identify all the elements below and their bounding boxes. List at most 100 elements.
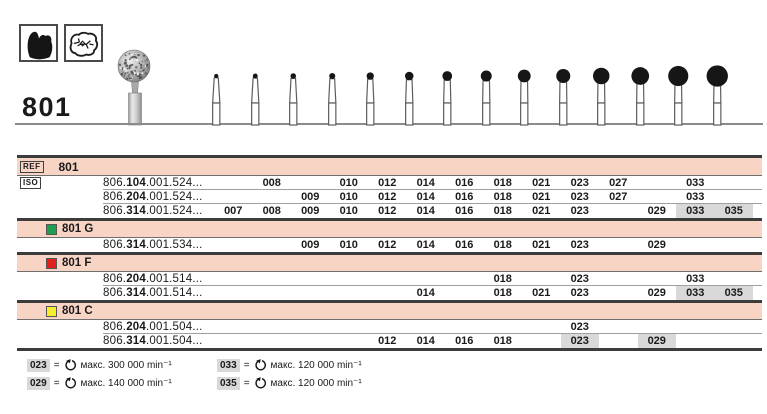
size-cell: 027 [609,191,628,203]
size-cell: 010 [339,205,358,217]
occlusal-surface-icon [69,31,99,57]
group-color-swatch [46,257,57,269]
legend-entry: 035 = макс. 120 000 min⁻¹ [217,377,362,390]
iso-row: 806.314.001.504... 012 014 016 018 023 029 [17,334,762,351]
legend-speed-text: макс. 120 000 min⁻¹ [270,360,362,371]
size-cell: 033 [686,191,705,203]
iso-row: ISO 806.104.001.524... 008 010 012 014 016 018 0… [17,176,762,190]
size-cell: 009 [301,205,320,217]
size-cell: 014 [416,287,435,299]
ref-header-row: REF 801 [17,155,762,176]
size-cell: 012 [378,177,397,189]
size-cell: 021 [532,287,551,299]
legend-equals: = [53,360,60,371]
size-cell: 018 [493,287,512,299]
size-cell: 023 [570,205,589,217]
bur-silhouette [668,65,689,126]
size-cell: 014 [416,205,435,217]
size-cell: 014 [416,177,435,189]
size-cell: 023 [570,239,589,251]
legend-equals: = [243,378,250,389]
bur-silhouette [555,68,570,126]
size-cell: 023 [570,321,589,333]
size-cell: 021 [532,205,551,217]
iso-number: 806.314.001.504... [103,335,203,347]
iso-row: 806.314.001.534... 009 010 012 014 016 018 021 0… [17,238,762,255]
size-cell: 007 [224,205,243,217]
legend-size-key: 035 [217,377,240,390]
iso-number: 806.314.001.524... [103,205,203,217]
size-cell: 023 [570,273,589,285]
legend-entry: 033 = макс. 120 000 min⁻¹ [217,359,362,372]
size-cell: 016 [455,205,474,217]
size-cell: 016 [455,239,474,251]
size-cell: 012 [378,205,397,217]
bur-silhouette [404,71,414,126]
row-label-cell [17,190,103,204]
group-header-row: 801 F [17,255,762,272]
row-label-cell: 801 C [17,303,103,319]
size-cell: 014 [416,191,435,203]
iso-row: 806.204.001.504... 023 [17,320,762,334]
size-cell: 033 [686,177,705,189]
size-cell: 010 [339,239,358,251]
iso-number: 806.314.001.514... [103,287,203,299]
bur-silhouette [250,73,259,126]
size-cell: 016 [455,335,474,347]
size-cell: 021 [532,177,551,189]
bur-silhouette [327,72,336,126]
iso-row: 806.314.001.524... 007 008 009 010 012 014 016 0… [17,204,762,221]
size-cell: 021 [532,191,551,203]
size-cell: 018 [493,205,512,217]
size-cell: 033 [676,204,715,218]
rotation-speed-icon [254,359,266,371]
indication-icon-box [19,24,58,62]
size-cell: 009 [301,191,320,203]
bur-silhouette [442,71,453,126]
group-label: 801 G [62,223,94,235]
ref-chip: REF [20,160,44,173]
size-cell: 008 [262,205,281,217]
row-label-cell: ISO [17,176,103,190]
crown-preparation-icon [27,31,52,59]
size-cell: 033 [676,286,715,300]
group-header-row: 801 C [17,303,762,320]
size-cell: 029 [647,205,666,217]
size-cell: 014 [416,239,435,251]
size-cell: 012 [378,239,397,251]
legend-speed-text: макс. 300 000 min⁻¹ [80,360,172,371]
bur-silhouette [289,73,298,126]
bur-silhouette [212,73,221,126]
size-cell: 014 [416,335,435,347]
rotation-speed-icon [64,359,76,371]
figure-number: 801 [22,92,72,122]
size-cell: 018 [493,273,512,285]
size-cell: 023 [570,191,589,203]
size-cell: 023 [560,334,599,348]
row-label-cell [17,272,103,286]
size-cell: 012 [378,191,397,203]
bur-silhouette [593,67,610,126]
iso-row: 806.204.001.524... 009 010 012 014 016 018 021 0… [17,190,762,204]
legend-size-key: 023 [27,359,50,372]
legend-speed-text: макс. 140 000 min⁻¹ [80,378,172,389]
bur-silhouette [706,65,728,126]
size-cell: 033 [686,273,705,285]
legend-size-key: 033 [217,359,240,372]
size-cell: 029 [637,334,676,348]
group-color-swatch [46,223,57,235]
size-cell: 029 [647,239,666,251]
size-cell: 029 [647,287,666,299]
iso-number: 806.204.001.524... [103,191,203,203]
size-cell: 016 [455,191,474,203]
legend-entry: 023 = макс. 300 000 min⁻¹ [27,359,172,372]
iso-row: 806.314.001.514... 014 018 021 023 029 033 035 [17,286,762,303]
size-cell: 009 [301,239,320,251]
row-label-cell [17,320,103,334]
rotation-speed-icon [64,377,76,389]
row-label-cell [17,286,103,300]
size-cell: 018 [493,191,512,203]
iso-row: 806.204.001.514... 018 023 033 [17,272,762,286]
bur-silhouette [517,69,531,126]
